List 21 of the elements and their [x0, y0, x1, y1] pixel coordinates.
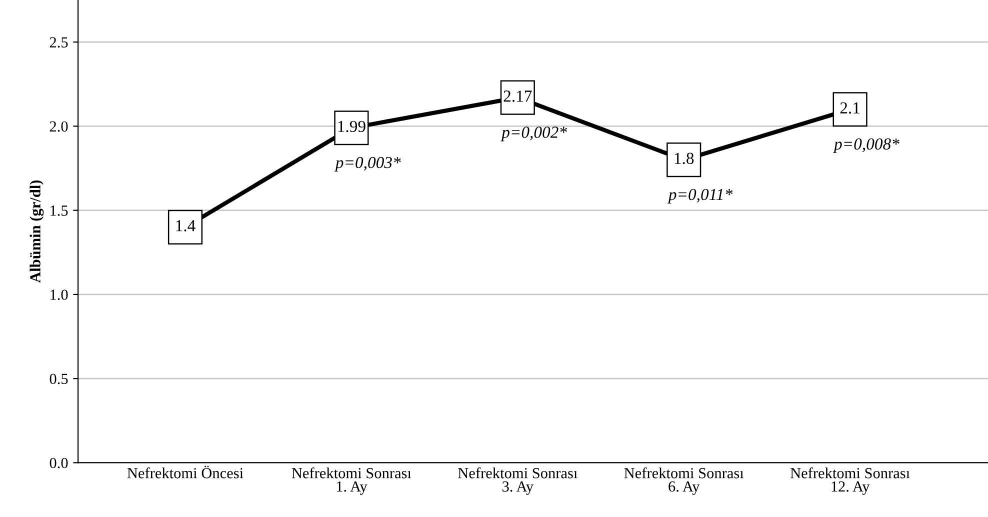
x-tick-label: Nefrektomi Sonrası 6. Ay [624, 467, 744, 495]
y-tick-label: 1.5 [50, 206, 68, 216]
data-label: 1.8 [674, 152, 694, 164]
annotation: p=0,003* [334, 156, 401, 172]
y-tick-label: 1.0 [50, 290, 68, 300]
data-label: 2.17 [504, 90, 532, 102]
annotation: p=0,002* [500, 126, 568, 142]
x-tick-label: Nefrektomi Sonrası 3. Ay [458, 467, 578, 495]
data-label: 2.1 [840, 102, 860, 114]
y-tick-label: 2.5 [50, 37, 68, 48]
data-label: 1.99 [338, 120, 366, 132]
annotation: p=0,008* [833, 138, 900, 154]
x-tick-label: Nefrektomi Sonrası 12. Ay [790, 467, 910, 495]
annotation: p=0,011* [667, 188, 733, 204]
x-tick-label: Nefrektomi Öncesi [127, 466, 244, 478]
y-tick-label: 0.5 [50, 374, 68, 384]
data-label: 1.4 [176, 220, 196, 232]
y-tick-label: 0.0 [50, 458, 68, 468]
x-tick-label: Nefrektomi Sonrası 1. Ay [292, 467, 412, 495]
y-tick-label: 2.0 [50, 121, 68, 132]
y-axis-title: Albümin (gr/dl) [30, 180, 44, 283]
